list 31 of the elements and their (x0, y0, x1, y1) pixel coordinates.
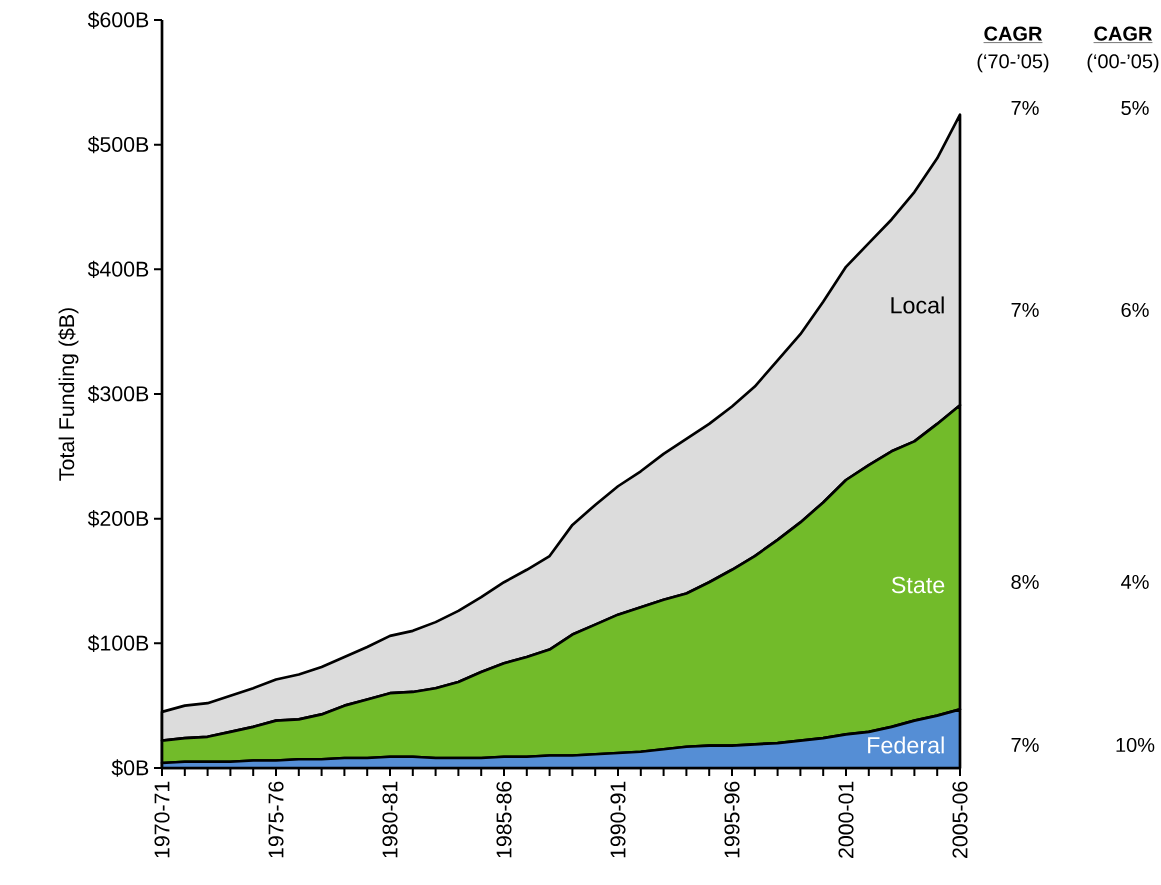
text: 7% (1011, 303, 1039, 317)
x-tick-label: 1970-71 (154, 781, 170, 858)
y-tick-label: $500B (87, 136, 149, 154)
x-tick-label: 1995-96 (724, 781, 740, 858)
text: (‘00-’05) (1087, 53, 1159, 73)
x-tick-label: 1990-91 (610, 781, 626, 858)
series-label: Federal (868, 736, 944, 754)
text: 5% (1121, 100, 1149, 116)
text: 6% (1121, 302, 1149, 318)
y-tick-label: $400B (87, 260, 149, 278)
y-tick-label: $0B (111, 759, 149, 777)
y-axis-title: Total Funding ($B) (58, 308, 79, 481)
series-label: Local (891, 296, 944, 314)
text: 7% (1011, 101, 1039, 115)
y-tick-label: $100B (87, 634, 149, 652)
x-tick-label: 2000-01 (838, 781, 854, 858)
y-tick-label: $300B (87, 385, 149, 403)
text: 7% (1011, 738, 1039, 752)
y-tick-label: $600B (87, 11, 149, 29)
series-label: State (891, 576, 945, 594)
x-tick-label: 1985-86 (496, 781, 512, 858)
y-tick-label: $200B (87, 510, 149, 528)
x-tick-label: 1980-81 (382, 781, 398, 858)
x-tick-label: 1975-76 (268, 781, 284, 858)
text: 4% (1121, 575, 1149, 589)
text: 8% (1011, 574, 1039, 590)
x-tick-label: 2005-06 (952, 781, 968, 858)
text: CAGR (984, 26, 1043, 41)
text: 10% (1116, 737, 1155, 753)
text: (‘70-’05) (977, 53, 1049, 73)
text: CAGR (1094, 26, 1153, 41)
